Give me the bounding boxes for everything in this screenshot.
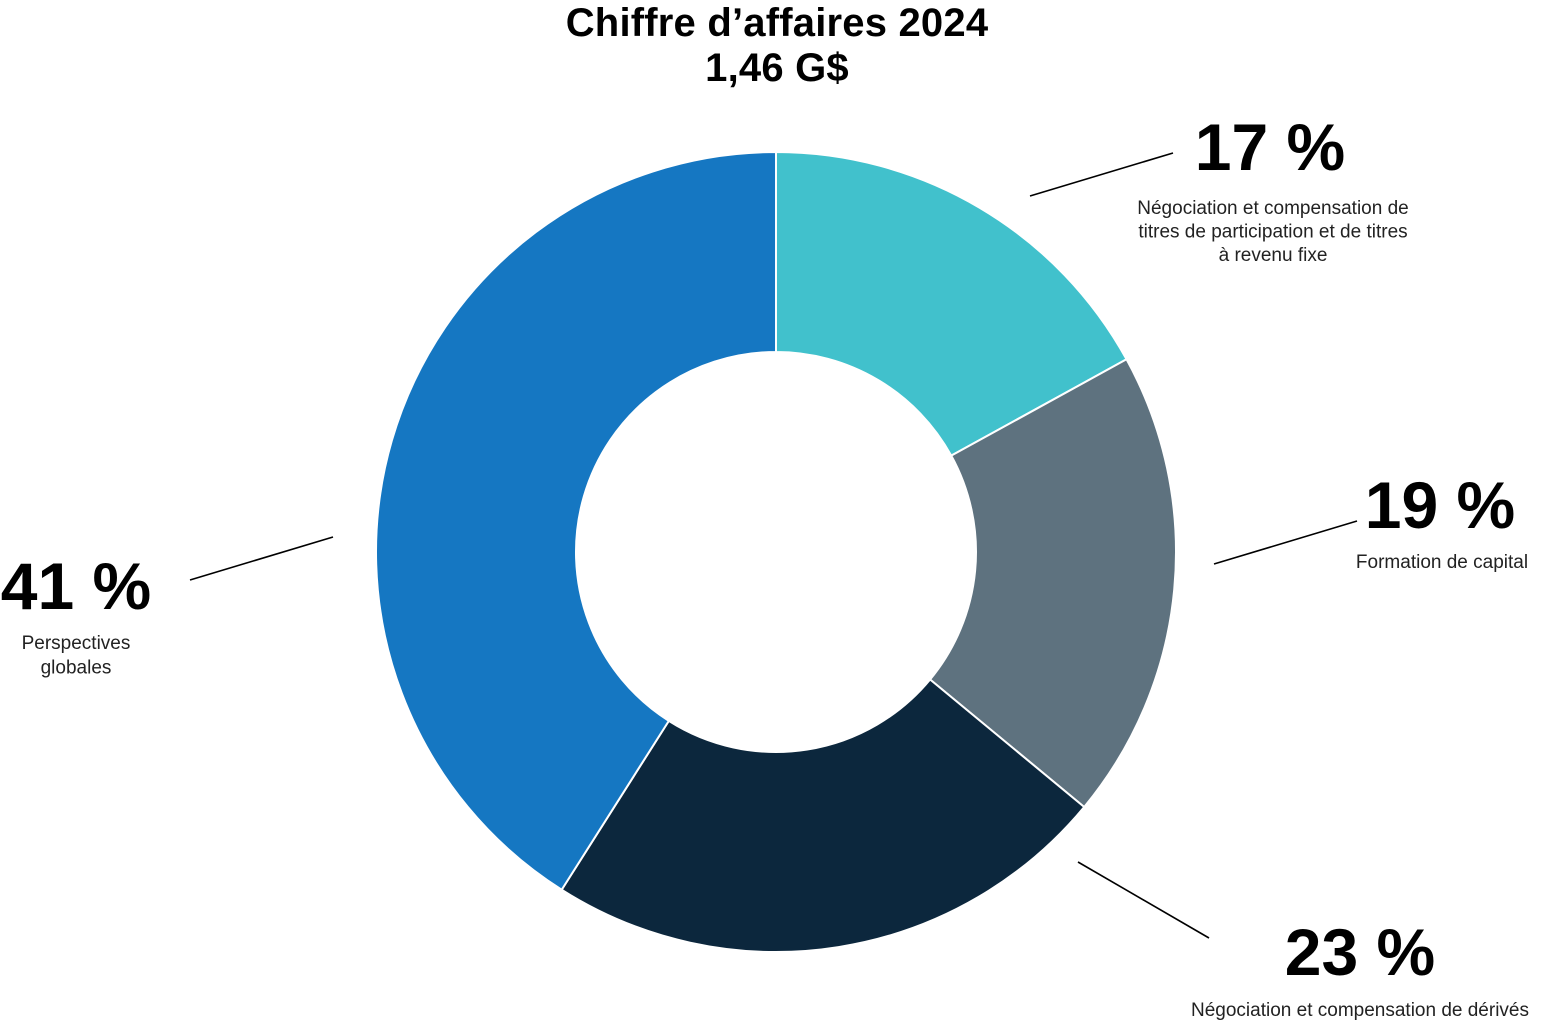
data-label-global-insights: 41 % [1, 549, 151, 623]
leader-line-capital-formation [1213, 520, 1358, 565]
data-label-capital-formation: 19 % [1365, 468, 1515, 542]
slice-global-insights [375, 151, 777, 891]
category-label-line: à revenu fixe [1219, 245, 1328, 266]
category-label-capital-formation: Formation de capital [1356, 552, 1528, 573]
category-label-derivatives: Négociation et compensation de dérivés [1191, 1000, 1529, 1021]
category-label-line: titres de participation et de titres [1138, 222, 1407, 243]
data-label-equities-fixed-income: 17 % [1195, 110, 1345, 184]
category-label-line: Négociation et compensation de dérivés [1191, 1000, 1529, 1021]
leader-line-global-insights [189, 536, 334, 581]
chart-title: Chiffre d’affaires 2024 [565, 1, 989, 45]
slice-capital-formation [929, 358, 1177, 808]
leader-line-equities-fixed-income [1029, 152, 1174, 197]
category-label-equities-fixed-income: Négociation et compensation de titres de … [1137, 198, 1408, 266]
category-label-global-insights: Perspectives globales [22, 633, 131, 679]
slice-equities-fixed-income [775, 151, 1128, 457]
category-label-line: Négociation et compensation de [1137, 198, 1408, 219]
slice-derivatives [560, 678, 1086, 953]
category-label-line: Perspectives [22, 633, 131, 654]
chart-subtitle-total: 1,46 G$ [705, 46, 849, 90]
data-label-derivatives: 23 % [1285, 915, 1435, 989]
leader-line-derivatives [1077, 861, 1210, 939]
category-label-line: globales [41, 658, 112, 679]
category-label-line: Formation de capital [1356, 552, 1528, 573]
